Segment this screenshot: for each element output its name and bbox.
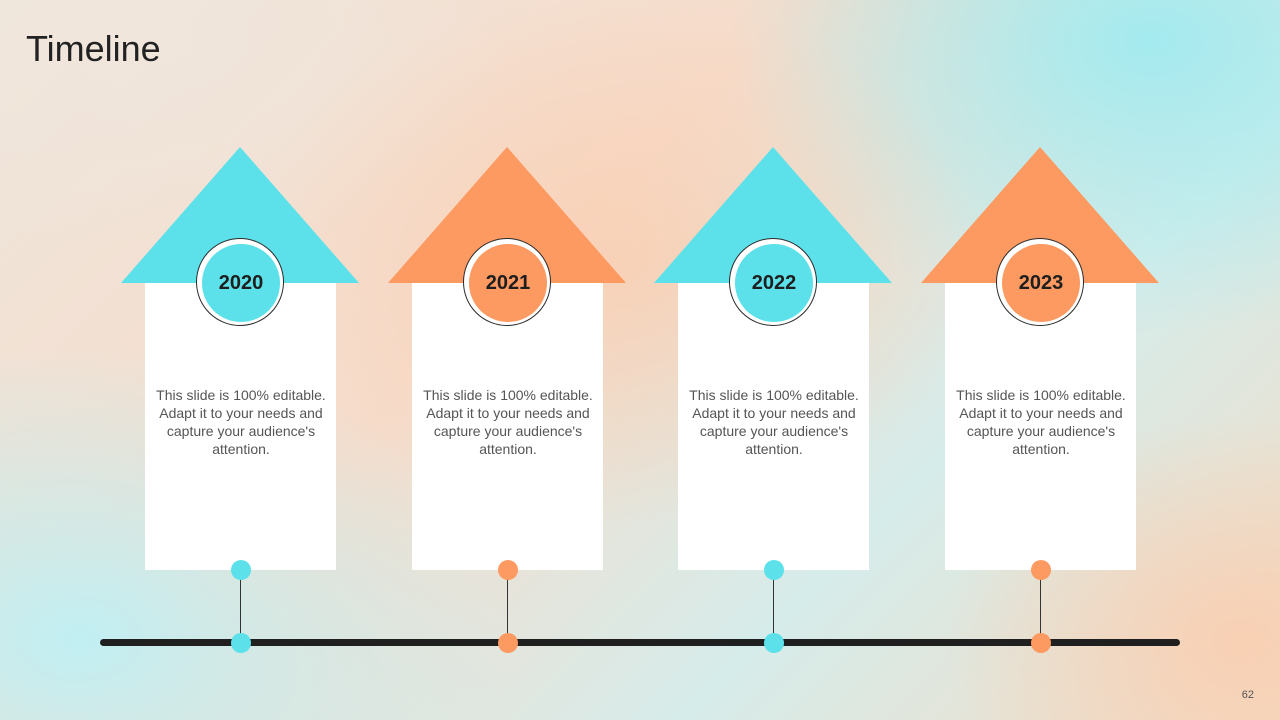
milestone-card [945,283,1136,570]
connector-line [507,571,508,639]
milestone-2022: 2022 This slide is 100% editable. Adapt … [654,0,894,720]
year-badge: 2020 [202,244,280,322]
slide-title: Timeline [26,28,161,69]
year-badge: 2022 [735,244,813,322]
milestone-description: This slide is 100% editable. Adapt it to… [956,387,1126,457]
connector-line [240,571,241,639]
timeline-dot [764,633,784,653]
connector-line [1040,571,1041,639]
milestone-description: This slide is 100% editable. Adapt it to… [156,387,326,457]
connector-dot-top [764,560,784,580]
year-badge: 2023 [1002,244,1080,322]
timeline-dot [1031,633,1051,653]
milestone-description: This slide is 100% editable. Adapt it to… [689,387,859,457]
milestone-2021: 2021 This slide is 100% editable. Adapt … [388,0,628,720]
year-badge: 2021 [469,244,547,322]
milestone-description: This slide is 100% editable. Adapt it to… [423,387,593,457]
connector-line [773,571,774,639]
page-number: 62 [1241,689,1254,701]
milestone-card [412,283,603,570]
milestone-card [678,283,869,570]
timeline-baseline [100,639,1180,646]
milestone-card [145,283,336,570]
milestone-2023: 2023 This slide is 100% editable. Adapt … [921,0,1161,720]
timeline-dot [231,633,251,653]
connector-dot-top [498,560,518,580]
connector-dot-top [231,560,251,580]
milestone-2020: 2020 This slide is 100% editable. Adapt … [121,0,361,720]
timeline-dot [498,633,518,653]
connector-dot-top [1031,560,1051,580]
